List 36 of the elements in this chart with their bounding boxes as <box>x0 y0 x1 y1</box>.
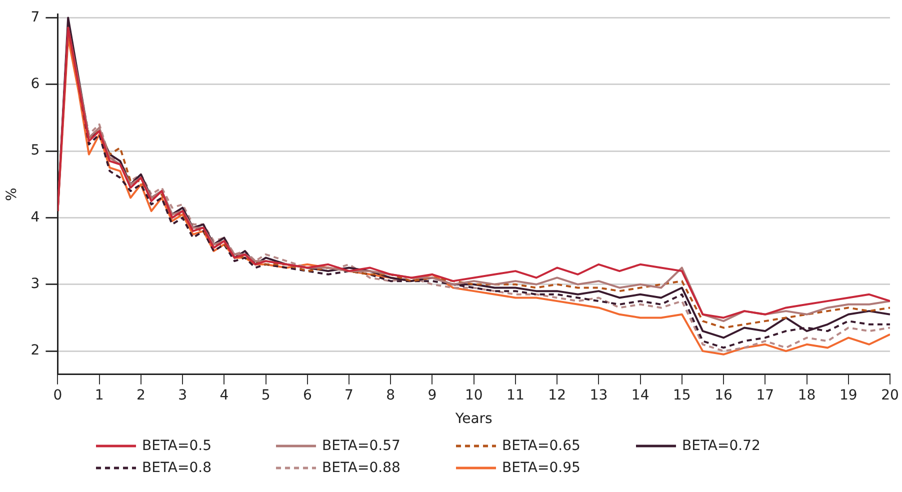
legend-label: BETA=0.8 <box>142 460 212 476</box>
legend-label: BETA=0.57 <box>322 438 400 454</box>
x-tick-label: 14 <box>631 387 650 404</box>
x-tick-label: 10 <box>464 387 483 404</box>
x-tick-label: 18 <box>798 387 816 404</box>
x-tick-label: 5 <box>261 387 270 404</box>
legend-label: BETA=0.88 <box>322 460 400 476</box>
x-tick-label: 3 <box>178 387 188 404</box>
x-tick-label: 16 <box>714 387 733 404</box>
y-tick-label: 5 <box>30 142 40 159</box>
x-tick-label: 11 <box>506 387 524 404</box>
x-tick-label: 15 <box>673 387 691 404</box>
x-tick-label: 8 <box>386 387 396 404</box>
y-tick-label: 3 <box>30 276 40 292</box>
x-tick-label: 13 <box>590 387 608 404</box>
x-tick-label: 2 <box>136 387 146 404</box>
x-tick-label: 12 <box>548 387 566 404</box>
x-tick-label: 9 <box>428 387 437 404</box>
x-tick-label: 4 <box>220 387 229 404</box>
y-tick-label: 7 <box>30 9 40 26</box>
x-tick-label: 20 <box>881 387 899 404</box>
legend-label: BETA=0.72 <box>682 438 760 454</box>
y-tick-label: 4 <box>30 209 40 226</box>
legend-label: BETA=0.5 <box>142 438 212 454</box>
x-tick-label: 6 <box>302 387 312 404</box>
y-tick-label: 2 <box>30 342 40 359</box>
x-axis-title: Years <box>454 411 492 428</box>
x-tick-label: 19 <box>839 387 858 404</box>
legend-label: BETA=0.65 <box>502 438 580 454</box>
x-tick-label: 0 <box>53 387 62 404</box>
legend-label: BETA=0.95 <box>502 460 580 476</box>
y-tick-label: 6 <box>30 76 40 92</box>
x-tick-label: 1 <box>94 387 104 404</box>
y-axis-title: % <box>4 188 20 202</box>
x-tick-label: 17 <box>756 387 774 404</box>
x-tick-label: 7 <box>344 387 354 404</box>
